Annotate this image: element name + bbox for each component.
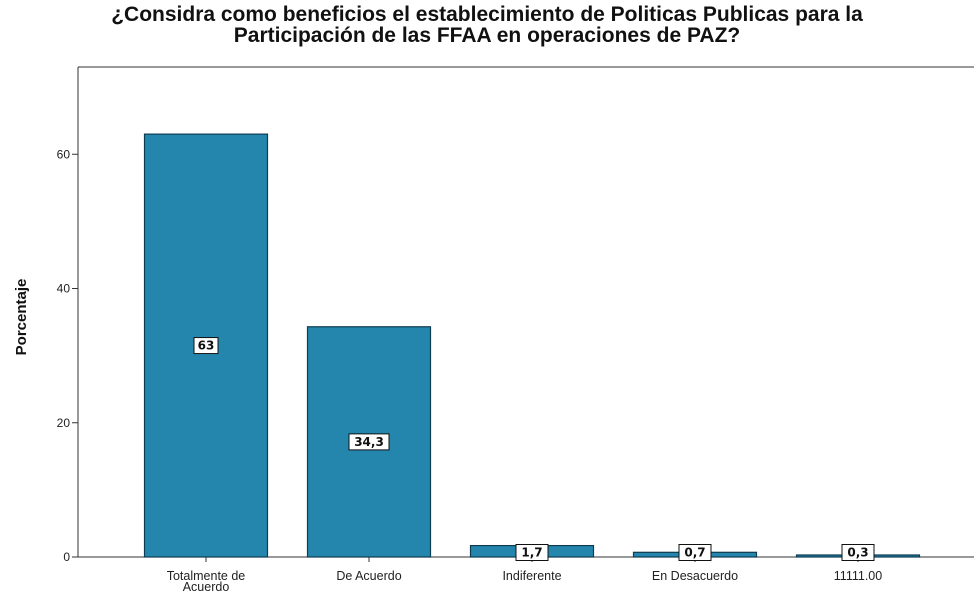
y-axis-title: Porcentaje bbox=[13, 279, 30, 356]
chart-title-line-1: ¿Considra como beneficios el establecimi… bbox=[111, 3, 863, 26]
y-tick-label: 0 bbox=[63, 550, 70, 564]
chart-title-line-2: Participación de las FFAA en operaciones… bbox=[233, 24, 741, 47]
data-label: 1,7 bbox=[521, 546, 542, 560]
x-category-label: En Desacuerdo bbox=[652, 569, 738, 583]
y-tick-label: 40 bbox=[57, 282, 71, 296]
y-tick-label: 60 bbox=[57, 147, 71, 161]
data-label-box bbox=[515, 544, 549, 561]
data-label-box bbox=[841, 544, 875, 561]
x-category-label: De Acuerdo bbox=[336, 569, 401, 583]
data-label-box bbox=[678, 544, 712, 561]
data-label: 34,3 bbox=[354, 435, 384, 449]
data-label-box bbox=[348, 433, 390, 451]
y-tick-label: 20 bbox=[57, 416, 71, 430]
data-label: 63 bbox=[198, 339, 215, 353]
x-category-label: 11111.00 bbox=[834, 569, 882, 583]
x-category-label: Totalmente de bbox=[167, 569, 246, 583]
x-category-label: Acuerdo bbox=[183, 580, 230, 594]
data-label: 0,7 bbox=[684, 546, 705, 560]
data-label-box bbox=[193, 337, 219, 355]
x-category-label: Indiferente bbox=[502, 569, 561, 583]
chart-title: ¿Considra como beneficios el establecimi… bbox=[0, 4, 974, 46]
data-label: 0,3 bbox=[847, 546, 868, 560]
